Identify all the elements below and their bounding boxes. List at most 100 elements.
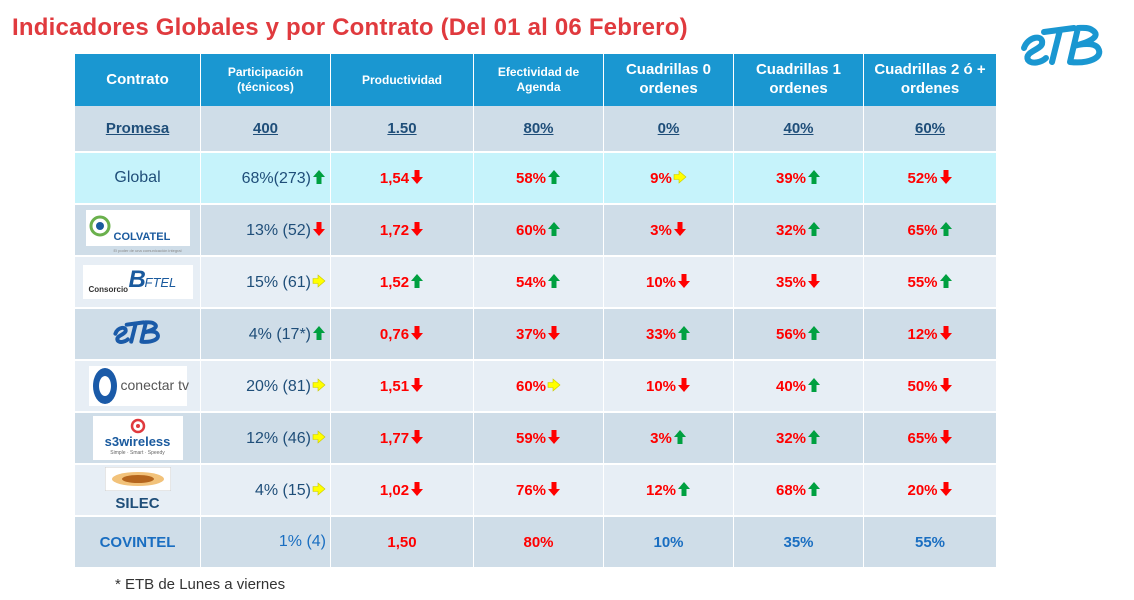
metric-value: 60% [515, 222, 547, 239]
column-header: Cuadrillas 2 ó + ordenes [864, 54, 996, 106]
metric-value: 40% [775, 378, 807, 395]
contract-row: s3wireless Simple · Smart · Speedy 12% (46… [75, 413, 996, 465]
metric-cell: 1,52 [331, 257, 474, 309]
metric-value: 10% [645, 274, 677, 291]
promesa-value[interactable]: 40% [734, 106, 864, 153]
arrow-right-icon [312, 377, 326, 392]
contract-row: 4% (17*) 0,76 37% 33% 56% 12% [75, 309, 996, 361]
metric-value: 1% (4) [278, 533, 326, 550]
arrow-down-icon [939, 326, 952, 340]
arrow-down-icon [411, 326, 424, 340]
arrow-right-icon [673, 170, 687, 184]
promesa-value[interactable]: 1.50 [331, 106, 474, 153]
metric-cell: 40% [734, 361, 864, 413]
metric-value: 1,50 [387, 533, 417, 551]
metric-value: 68%(273) [241, 169, 311, 187]
metric-value: 4% (17*) [248, 325, 311, 343]
metric-cell: 58% [474, 153, 604, 205]
metric-value: 65% [907, 430, 938, 447]
metric-cell: 10% [604, 257, 734, 309]
metric-value: 20% (81) [246, 377, 311, 395]
metric-value: 20% [907, 482, 938, 499]
metric-cell: 35% [734, 257, 864, 309]
indicators-table: Contrato Participación (técnicos) Producti… [75, 54, 996, 569]
arrow-down-icon [939, 170, 952, 184]
metric-value: 76% [515, 482, 547, 499]
metric-cell: 68%(273) [201, 153, 331, 205]
metric-value: 60% [515, 378, 547, 395]
metric-value: 3% [650, 222, 672, 239]
metric-value: 4% (15) [254, 481, 311, 499]
metric-cell: 12% [604, 465, 734, 517]
arrow-down-icon [411, 378, 424, 392]
metric-cell: 37% [474, 309, 604, 361]
metric-value: 10% [653, 533, 684, 551]
metric-value: 32% [775, 430, 807, 447]
arrow-up-icon [808, 430, 821, 444]
metric-cell: 80% [474, 517, 604, 569]
contract-cell: Consorcio B FTEL [75, 257, 201, 309]
metric-cell: 1,54 [331, 153, 474, 205]
metric-cell: 1,02 [331, 465, 474, 517]
metric-cell: 35% [734, 517, 864, 569]
promesa-label[interactable]: Promesa [75, 106, 201, 153]
metric-cell: 4% (15) [201, 465, 331, 517]
metric-cell: 54% [474, 257, 604, 309]
metric-value: 1,02 [379, 482, 410, 499]
bftel-initial: B [128, 266, 146, 293]
metric-value: 12% [907, 326, 938, 343]
metric-cell: 65% [864, 205, 996, 257]
s3wireless-wordmark: s3wireless [104, 434, 171, 449]
arrow-up-icon [808, 170, 821, 184]
contract-row: COLVATELEl poder de una comunicación int… [75, 205, 996, 257]
arrow-up-icon [678, 326, 691, 340]
metric-cell: 59% [474, 413, 604, 465]
bftel-prefix: Consorcio [88, 285, 129, 294]
arrow-down-icon [411, 170, 424, 184]
metric-value: 3% [650, 430, 672, 447]
metric-value: 35% [775, 274, 807, 291]
metric-cell: 20% [864, 465, 996, 517]
metric-value: 80% [523, 533, 554, 551]
s3wireless-logo: s3wireless Simple · Smart · Speedy [92, 416, 183, 460]
header-row: Contrato Participación (técnicos) Producti… [75, 54, 996, 106]
conectar-tv-logo: conectar tv [88, 366, 189, 406]
contract-name: Global [114, 169, 161, 186]
metric-cell: 55% [864, 257, 996, 309]
metric-value: 56% [775, 326, 807, 343]
promesa-value[interactable]: 80% [474, 106, 604, 153]
metric-value: 54% [515, 274, 547, 291]
metric-value: 1,77 [379, 430, 410, 447]
column-header: Cuadrillas 0 ordenes [604, 54, 734, 106]
arrow-up-icon [939, 222, 952, 236]
metric-cell: 60% [474, 361, 604, 413]
footnote: * ETB de Lunes a viernes [115, 576, 286, 593]
column-header: Efectividad de Agenda [474, 54, 604, 106]
metric-cell: 15% (61) [201, 257, 331, 309]
conectar-tv-wordmark: conectar tv [120, 377, 189, 393]
column-header: Contrato [75, 54, 201, 106]
arrow-right-icon [312, 273, 326, 288]
metric-value: 37% [515, 326, 547, 343]
column-header: Productividad [331, 54, 474, 106]
arrow-up-icon [808, 222, 821, 236]
promesa-row: Promesa 400 1.50 80% 0% 40% 60% [75, 106, 996, 153]
metric-cell: 68% [734, 465, 864, 517]
bftel-logo: Consorcio B FTEL [82, 265, 193, 299]
metric-cell: 76% [474, 465, 604, 517]
metric-cell: 52% [864, 153, 996, 205]
promesa-value[interactable]: 60% [864, 106, 996, 153]
contract-cell: Global [75, 153, 201, 205]
metric-value: 52% [907, 170, 938, 187]
arrow-right-icon [312, 429, 326, 444]
promesa-value[interactable]: 0% [604, 106, 734, 153]
column-header: Participación (técnicos) [201, 54, 331, 106]
arrow-up-icon [548, 274, 561, 288]
metric-value: 68% [775, 482, 807, 499]
metric-cell: 60% [474, 205, 604, 257]
arrow-up-icon [313, 169, 325, 184]
arrow-up-icon [808, 378, 821, 392]
metric-cell: 32% [734, 413, 864, 465]
arrow-up-icon [673, 430, 686, 444]
promesa-value[interactable]: 400 [201, 106, 331, 153]
